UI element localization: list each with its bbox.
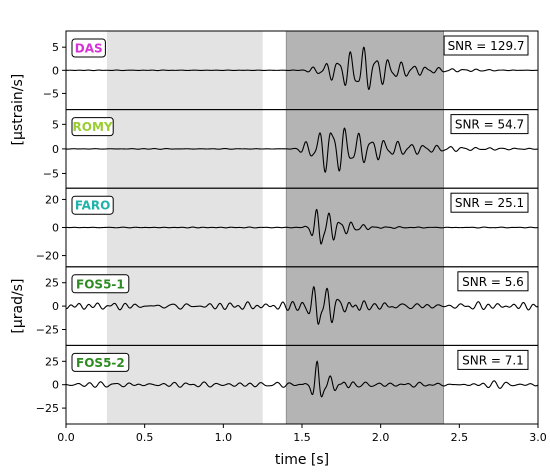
y-tick-label: −25 (36, 402, 59, 415)
station-badge-box (71, 195, 114, 215)
station-name-fos5-2: FOS5-2 (76, 356, 125, 370)
waveform-traces (65, 46, 539, 398)
x-tick-label: 0.0 (57, 431, 75, 444)
waveform-trace-fos5-2 (65, 360, 539, 398)
x-tick-label: 1.0 (215, 431, 233, 444)
y-axis-labels: [μstrain/s] [μrad/s] (10, 74, 26, 334)
waveform-trace-das (66, 46, 539, 91)
snr-value-das: SNR = 129.7 (448, 39, 525, 53)
snr-box (457, 349, 529, 370)
station-badge-box (71, 352, 130, 372)
snr-value-faro: SNR = 25.1 (455, 196, 524, 210)
x-tick-label: 3.0 (529, 431, 547, 444)
y-axis-unit-label: [μrad/s] (10, 279, 26, 334)
y-tick-label: −5 (43, 167, 59, 180)
snr-value-fos5-1: SNR = 5.6 (462, 275, 524, 289)
y-tick-label: 20 (45, 193, 59, 206)
station-badge-box (71, 117, 114, 137)
y-tick-label: 0 (52, 379, 59, 392)
y-tick-label: −20 (36, 250, 59, 263)
station-badges: DAS ROMY FARO FOS5-1 FOS5-2 (71, 38, 130, 372)
x-tick-label: 2.0 (372, 431, 390, 444)
snr-box (457, 271, 529, 292)
y-axis-unit-label: [μstrain/s] (10, 74, 26, 146)
x-tick-label: 0.5 (136, 431, 154, 444)
y-tick-label: 5 (52, 41, 59, 54)
y-tick-label: 0 (52, 222, 59, 235)
station-name-romy: ROMY (73, 120, 113, 134)
station-name-das: DAS (75, 42, 103, 56)
snr-value-romy: SNR = 54.7 (455, 118, 524, 132)
y-tick-label: 25 (45, 277, 59, 290)
y-tick-label: 0 (52, 143, 59, 156)
station-name-fos5-1: FOS5-1 (76, 277, 125, 291)
snr-box (450, 192, 529, 213)
y-tick-label: −5 (43, 87, 59, 100)
y-tick-label: 25 (45, 355, 59, 368)
x-tick-label: 1.5 (293, 431, 311, 444)
y-tick-label: −25 (36, 323, 59, 336)
y-tick-label: 5 (52, 118, 59, 131)
station-badge-box (71, 274, 130, 294)
snr-value-fos5-2: SNR = 7.1 (462, 353, 524, 367)
x-axis-label: time [s] (275, 452, 329, 468)
y-tick-label: 0 (52, 300, 59, 313)
snr-box (450, 114, 529, 135)
station-badge-box (71, 38, 106, 58)
snr-box (443, 35, 529, 56)
waveform-trace-fos5-1 (65, 285, 539, 325)
y-axis-ticks: 5 0 −5 5 0 −5 20 0 −20 25 0 −25 25 0 −25 (36, 41, 66, 415)
x-tick-label: 2.5 (451, 431, 469, 444)
station-name-faro: FARO (75, 199, 111, 213)
x-axis-ticks: 0.0 0.5 1.0 1.5 2.0 2.5 3.0 (57, 424, 547, 444)
waveform-trace-faro (65, 208, 539, 245)
y-tick-label: 0 (52, 64, 59, 77)
waveform-trace-romy (65, 127, 539, 174)
snr-boxes: SNR = 129.7 SNR = 54.7 SNR = 25.1 SNR = 5.6… (443, 35, 529, 370)
